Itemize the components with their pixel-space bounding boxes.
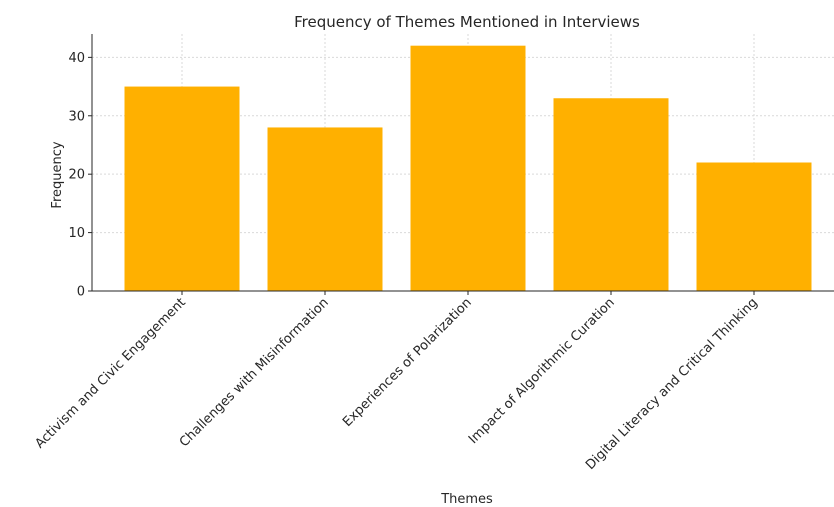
bar: [553, 98, 669, 291]
y-tick-label: 20: [68, 168, 85, 183]
bar: [696, 162, 812, 291]
x-tick-label: Challenges with Misinformation: [177, 295, 332, 450]
x-axis-label: Themes: [440, 492, 493, 507]
axes-layer: [91, 34, 834, 292]
x-tick-label: Digital Literacy and Critical Thinking: [583, 295, 761, 473]
x-tick-label: Impact of Algorithmic Curation: [466, 295, 618, 447]
chart-title: Frequency of Themes Mentioned in Intervi…: [294, 13, 640, 31]
y-tick-label: 10: [68, 226, 85, 241]
y-tick-label: 0: [77, 285, 85, 300]
bar: [124, 86, 240, 292]
y-axis-label: Frequency: [50, 141, 65, 208]
x-tick-label: Experiences of Polarization: [340, 295, 475, 430]
y-tick-label: 40: [68, 51, 85, 66]
bar: [410, 45, 526, 291]
x-tick-label: Activism and Civic Engagement: [32, 295, 188, 451]
y-tick-label: 30: [68, 109, 85, 124]
bar: [267, 127, 383, 291]
bars-layer: [124, 45, 812, 292]
